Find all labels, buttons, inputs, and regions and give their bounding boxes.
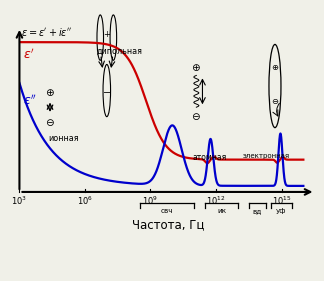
Text: атомная: атомная: [192, 153, 226, 162]
Text: $\ominus$: $\ominus$: [191, 111, 201, 122]
Text: $10^{15}$: $10^{15}$: [272, 194, 291, 207]
Text: электронная: электронная: [243, 153, 290, 158]
Text: $\oplus$: $\oplus$: [45, 87, 55, 98]
Text: $\varepsilon = \varepsilon' + i\varepsilon''$: $\varepsilon = \varepsilon' + i\varepsil…: [20, 26, 72, 37]
Text: вд: вд: [253, 208, 262, 214]
Text: $\ominus$: $\ominus$: [45, 117, 55, 128]
Text: ик: ик: [217, 208, 226, 214]
Text: $\ominus$: $\ominus$: [271, 97, 279, 106]
Text: $10^3$: $10^3$: [11, 194, 28, 207]
Text: свч: свч: [161, 208, 173, 214]
Text: +: +: [103, 30, 110, 39]
Text: $10^9$: $10^9$: [143, 194, 158, 207]
Text: $-$: $-$: [102, 86, 111, 96]
Text: $\varepsilon'$: $\varepsilon'$: [23, 48, 34, 62]
Text: Частота, Гц: Частота, Гц: [132, 218, 204, 232]
Text: $\oplus$: $\oplus$: [191, 62, 201, 73]
Text: $10^6$: $10^6$: [77, 194, 93, 207]
Text: дипольная: дипольная: [97, 47, 143, 56]
Text: уф: уф: [276, 208, 287, 214]
Text: $10^{12}$: $10^{12}$: [206, 194, 226, 207]
Text: ионная: ионная: [48, 134, 78, 143]
Text: $\varepsilon''$: $\varepsilon''$: [23, 94, 37, 108]
Text: $\oplus$: $\oplus$: [271, 64, 279, 72]
